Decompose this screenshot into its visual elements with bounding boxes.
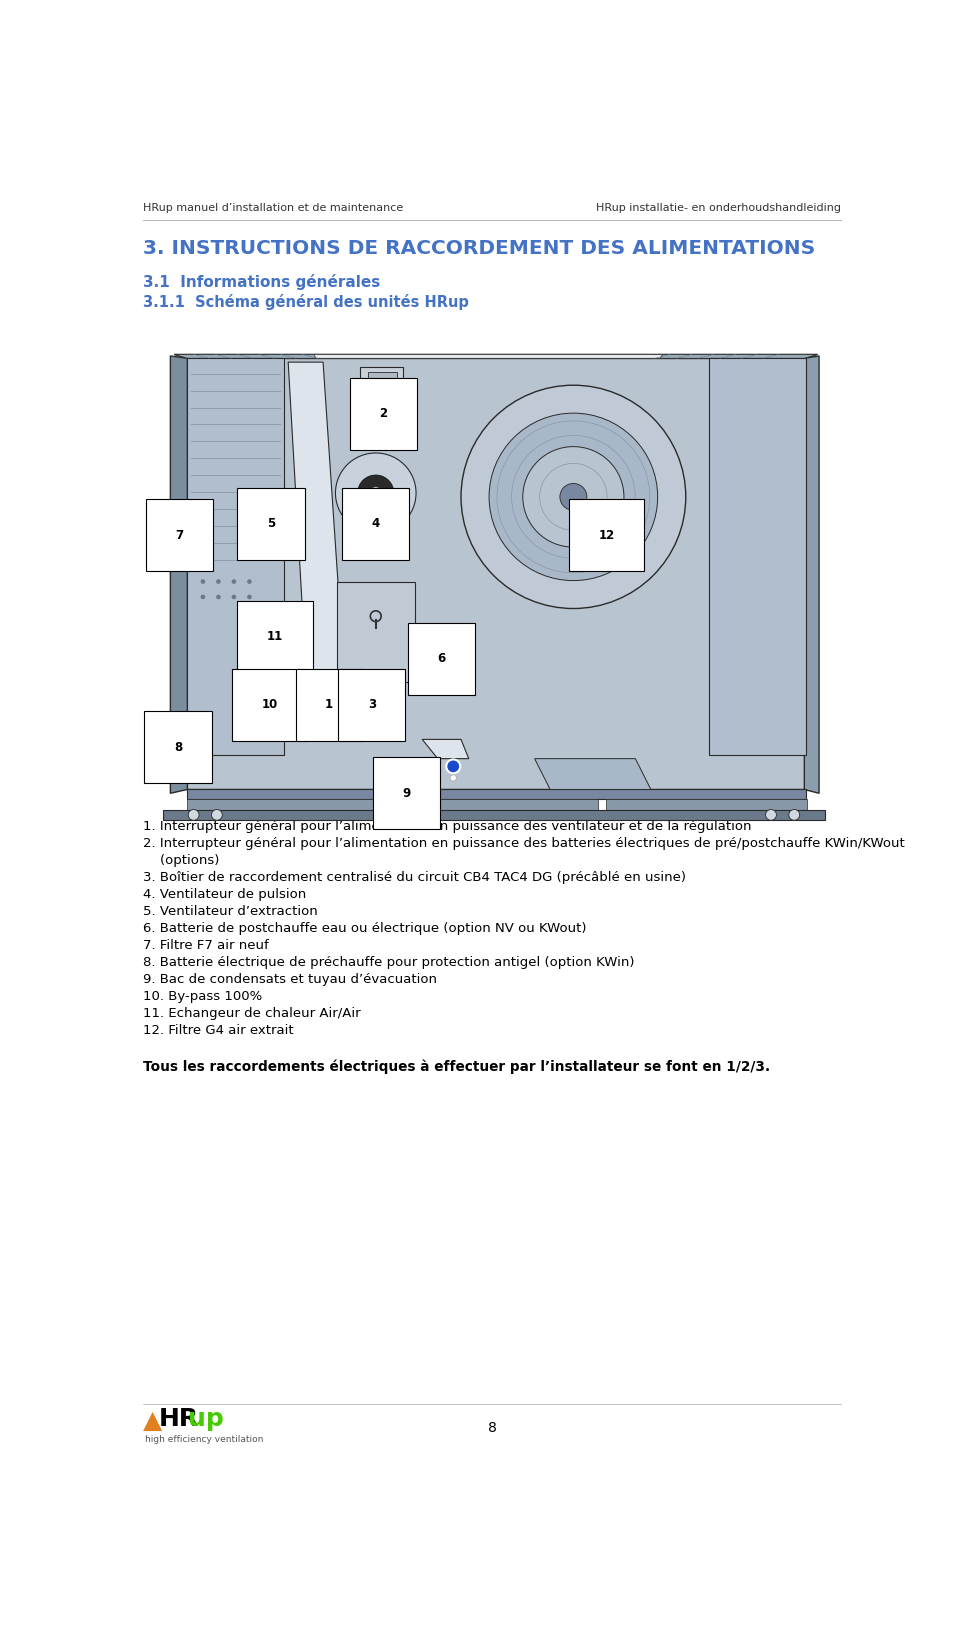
Text: 10: 10 bbox=[261, 698, 277, 711]
Text: 3.1.1  Schéma général des unités HRup: 3.1.1 Schéma général des unités HRup bbox=[143, 293, 469, 310]
Polygon shape bbox=[288, 362, 348, 739]
Text: 8: 8 bbox=[174, 740, 182, 753]
Circle shape bbox=[335, 454, 416, 532]
Text: 2. Interrupteur général pour l’alimentation en puissance des batteries électriqu: 2. Interrupteur général pour l’alimentat… bbox=[143, 837, 905, 850]
Polygon shape bbox=[187, 799, 389, 811]
Text: HRup installatie- en onderhoudshandleiding: HRup installatie- en onderhoudshandleidi… bbox=[596, 203, 841, 213]
Polygon shape bbox=[314, 354, 662, 359]
Polygon shape bbox=[606, 799, 807, 811]
Circle shape bbox=[231, 595, 236, 600]
Circle shape bbox=[765, 809, 777, 821]
Text: 1: 1 bbox=[325, 698, 333, 711]
Polygon shape bbox=[422, 739, 468, 758]
Text: 1. Interrupteur général pour l’alimentation en puissance des ventilateur et de l: 1. Interrupteur général pour l’alimentat… bbox=[143, 821, 752, 834]
Text: 8: 8 bbox=[488, 1420, 496, 1435]
FancyBboxPatch shape bbox=[337, 581, 415, 681]
Text: 7. Filtre F7 air neuf: 7. Filtre F7 air neuf bbox=[143, 939, 269, 952]
Circle shape bbox=[247, 580, 252, 583]
Polygon shape bbox=[396, 799, 598, 811]
FancyBboxPatch shape bbox=[368, 372, 397, 388]
Text: ▲: ▲ bbox=[143, 1409, 162, 1433]
Polygon shape bbox=[804, 355, 819, 793]
Text: 6: 6 bbox=[438, 652, 445, 665]
Text: 12. Filtre G4 air extrait: 12. Filtre G4 air extrait bbox=[143, 1024, 294, 1037]
Circle shape bbox=[489, 413, 658, 580]
Circle shape bbox=[201, 595, 205, 600]
Polygon shape bbox=[535, 758, 651, 790]
Circle shape bbox=[216, 580, 221, 583]
Polygon shape bbox=[162, 811, 826, 821]
Polygon shape bbox=[186, 359, 805, 790]
Text: 6. Batterie de postchauffe eau ou électrique (option NV ou KWout): 6. Batterie de postchauffe eau ou électr… bbox=[143, 922, 587, 935]
Polygon shape bbox=[187, 359, 284, 755]
Text: 2: 2 bbox=[379, 408, 388, 421]
Text: 8. Batterie électrique de préchauffe pour protection antigel (option KWin): 8. Batterie électrique de préchauffe pou… bbox=[143, 957, 635, 968]
Polygon shape bbox=[709, 359, 805, 755]
Text: 9: 9 bbox=[402, 786, 411, 799]
Text: 12: 12 bbox=[599, 529, 614, 542]
Polygon shape bbox=[175, 354, 818, 359]
Circle shape bbox=[247, 595, 252, 600]
Polygon shape bbox=[175, 354, 327, 359]
Text: 4: 4 bbox=[372, 518, 380, 531]
Text: 3.1  Informations générales: 3.1 Informations générales bbox=[143, 274, 380, 290]
Circle shape bbox=[188, 809, 199, 821]
Text: up: up bbox=[188, 1407, 224, 1432]
Circle shape bbox=[446, 760, 460, 773]
Circle shape bbox=[358, 475, 394, 511]
Circle shape bbox=[231, 580, 236, 583]
Text: 11: 11 bbox=[267, 631, 283, 644]
Text: 9. Bac de condensats et tuyau d’évacuation: 9. Bac de condensats et tuyau d’évacuati… bbox=[143, 973, 437, 986]
Text: HR: HR bbox=[158, 1407, 199, 1432]
Circle shape bbox=[201, 580, 205, 583]
Circle shape bbox=[211, 809, 223, 821]
FancyBboxPatch shape bbox=[360, 367, 403, 393]
Text: 11. Echangeur de chaleur Air/Air: 11. Echangeur de chaleur Air/Air bbox=[143, 1007, 361, 1019]
Text: 10. By-pass 100%: 10. By-pass 100% bbox=[143, 989, 262, 1002]
Polygon shape bbox=[660, 354, 818, 359]
Text: 7: 7 bbox=[176, 529, 183, 542]
Circle shape bbox=[523, 447, 624, 547]
Text: high efficiency ventilation: high efficiency ventilation bbox=[145, 1435, 263, 1443]
Circle shape bbox=[216, 595, 221, 600]
Text: HRup manuel d’installation et de maintenance: HRup manuel d’installation et de mainten… bbox=[143, 203, 403, 213]
Text: 5. Ventilateur d’extraction: 5. Ventilateur d’extraction bbox=[143, 904, 318, 917]
Text: 3: 3 bbox=[368, 698, 376, 711]
Text: 3. INSTRUCTIONS DE RACCORDEMENT DES ALIMENTATIONS: 3. INSTRUCTIONS DE RACCORDEMENT DES ALIM… bbox=[143, 239, 815, 257]
Circle shape bbox=[370, 486, 382, 500]
Circle shape bbox=[461, 385, 685, 608]
Text: (options): (options) bbox=[143, 853, 220, 867]
Text: 3. Boîtier de raccordement centralisé du circuit CB4 TAC4 DG (précâblé en usine): 3. Boîtier de raccordement centralisé du… bbox=[143, 871, 686, 885]
Text: 5: 5 bbox=[267, 518, 276, 531]
Polygon shape bbox=[170, 355, 187, 793]
Text: Tous les raccordements électriques à effectuer par l’installateur se font en 1/2: Tous les raccordements électriques à eff… bbox=[143, 1060, 770, 1075]
Text: 4. Ventilateur de pulsion: 4. Ventilateur de pulsion bbox=[143, 888, 306, 901]
Circle shape bbox=[560, 483, 587, 511]
Circle shape bbox=[789, 809, 800, 821]
Polygon shape bbox=[187, 790, 805, 799]
Circle shape bbox=[450, 775, 456, 781]
